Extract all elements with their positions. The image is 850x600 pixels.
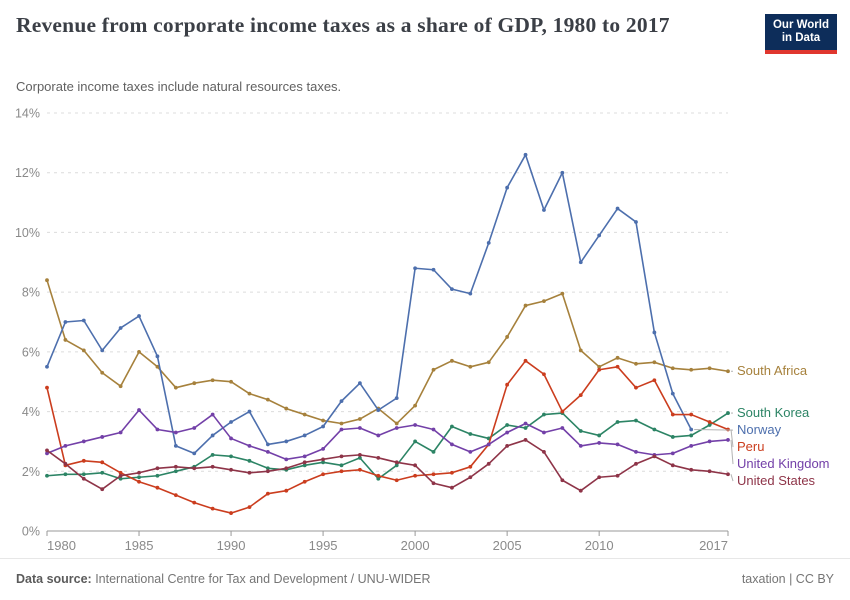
legend-label-united-kingdom[interactable]: United Kingdom	[737, 456, 830, 472]
y-tick-label: 4%	[22, 405, 40, 419]
legend-label-south-korea[interactable]: South Korea	[737, 405, 810, 421]
y-tick-label: 14%	[15, 107, 40, 121]
y-tick-label: 2%	[22, 465, 40, 479]
x-tick-label: 1980	[47, 538, 76, 553]
x-tick-label: 1985	[125, 538, 154, 553]
owid-logo[interactable]: Our World in Data	[765, 14, 837, 54]
legend-label-south-africa[interactable]: South Africa	[737, 363, 808, 379]
owid-logo-line1: Our World	[772, 19, 829, 31]
legend-label-united-states[interactable]: United States	[737, 473, 816, 489]
series-line-peru[interactable]	[45, 358, 730, 515]
footer-links[interactable]: taxation | CC BY	[741, 572, 834, 586]
x-tick-label: 2000	[401, 538, 430, 553]
legend-label-norway[interactable]: Norway	[737, 422, 782, 438]
x-tick-label: 2010	[585, 538, 614, 553]
gridlines: 0% 2% 4% 6% 8% 10% 12% 14%	[15, 107, 728, 539]
owid-logo-line2: in Data	[781, 32, 821, 44]
y-tick-label: 0%	[22, 525, 40, 539]
legend-connector	[730, 429, 734, 448]
x-tick-label: 1995	[309, 538, 338, 553]
y-tick-label: 10%	[15, 226, 40, 240]
series-line-united-kingdom[interactable]	[45, 408, 730, 462]
legend-connector	[694, 428, 734, 431]
legend-connector	[730, 439, 734, 465]
y-tick-label: 12%	[15, 166, 40, 180]
y-tick-label: 8%	[22, 286, 40, 300]
series-line-united-states[interactable]	[45, 438, 730, 493]
series-line-south-korea[interactable]	[45, 411, 730, 481]
legend-connector	[730, 474, 734, 482]
footer: Data source: International Centre for Ta…	[0, 558, 850, 600]
x-axis: 1980 1985 1990 1995 2000 2005 2010 2017	[46, 530, 729, 553]
data-source-text: Data source: International Centre for Ta…	[16, 572, 431, 586]
chart-subtitle: Corporate income taxes include natural r…	[16, 79, 342, 94]
data-source-label: Data source:	[16, 572, 92, 586]
series-line-norway[interactable]	[45, 152, 694, 456]
y-tick-label: 6%	[22, 345, 40, 359]
legend-label-peru[interactable]: Peru	[737, 439, 765, 455]
x-tick-label: 2017	[699, 538, 728, 553]
x-tick-label: 2005	[493, 538, 522, 553]
x-tick-label: 1990	[217, 538, 246, 553]
page-title: Revenue from corporate income taxes as a…	[16, 13, 670, 37]
